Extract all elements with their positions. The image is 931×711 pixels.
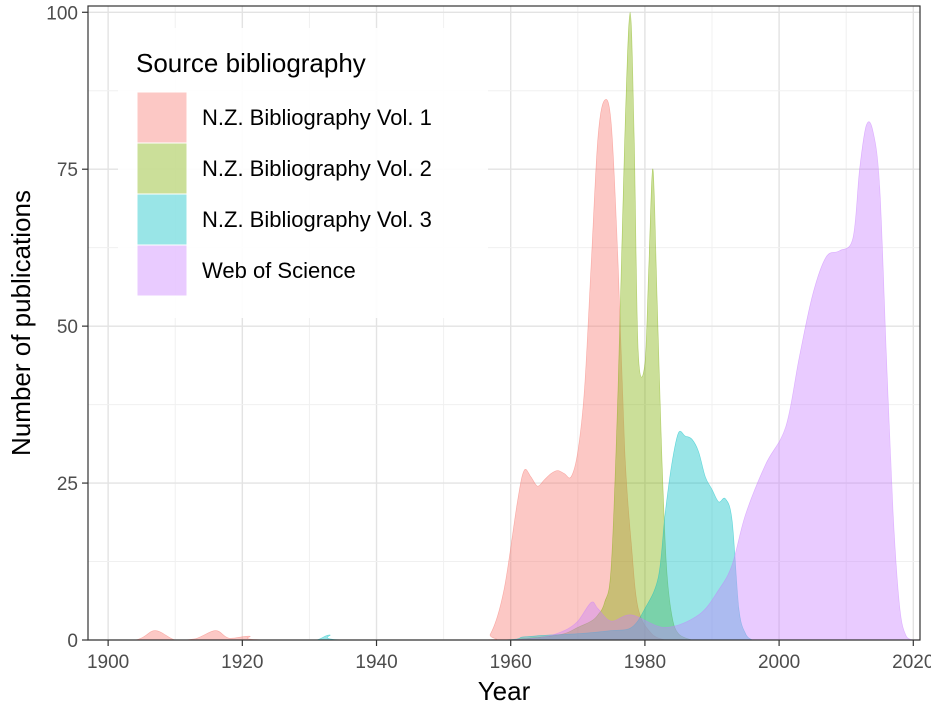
legend-label-1: N.Z. Bibliography Vol. 1 [202, 105, 432, 130]
y-tick-label: 50 [57, 317, 78, 338]
legend-label-2: N.Z. Bibliography Vol. 2 [202, 156, 432, 181]
legend-label-3: N.Z. Bibliography Vol. 3 [202, 207, 432, 232]
legend-key-2 [136, 142, 188, 195]
panel-border [87, 5, 921, 641]
x-axis-title: Year [478, 676, 531, 706]
x-tick-label: 1920 [221, 652, 263, 673]
x-tick-label: 1900 [87, 652, 129, 673]
legend: Source bibliography N.Z. Bibliography Vol… [118, 28, 488, 318]
y-axis-title: Number of publications [6, 190, 36, 456]
y-tick-label: 25 [57, 474, 78, 495]
x-tick-label: 1960 [490, 652, 532, 673]
legend-label-4: Web of Science [202, 258, 356, 283]
legend-key-1 [136, 91, 188, 144]
x-tick-label: 2000 [758, 652, 800, 673]
y-tick-label: 0 [67, 631, 78, 652]
x-tick-label: 1980 [624, 652, 666, 673]
area-series-1 [87, 99, 666, 641]
density-areas [87, 11, 914, 641]
area-series-2 [510, 11, 692, 641]
area-series-4 [510, 121, 914, 641]
y-tick-label: 100 [46, 3, 78, 24]
y-tick-label: 75 [57, 160, 78, 181]
axes: 1900 1920 1940 1960 1980 2000 2020 0 25 50 75 100 [46, 3, 931, 673]
legend-title: Source bibliography [136, 48, 366, 78]
legend-key-4 [136, 244, 188, 297]
legend-key-3 [136, 193, 188, 246]
x-tick-label: 2020 [892, 652, 931, 673]
x-tick-label: 1940 [355, 652, 397, 673]
legend-background [118, 28, 488, 318]
